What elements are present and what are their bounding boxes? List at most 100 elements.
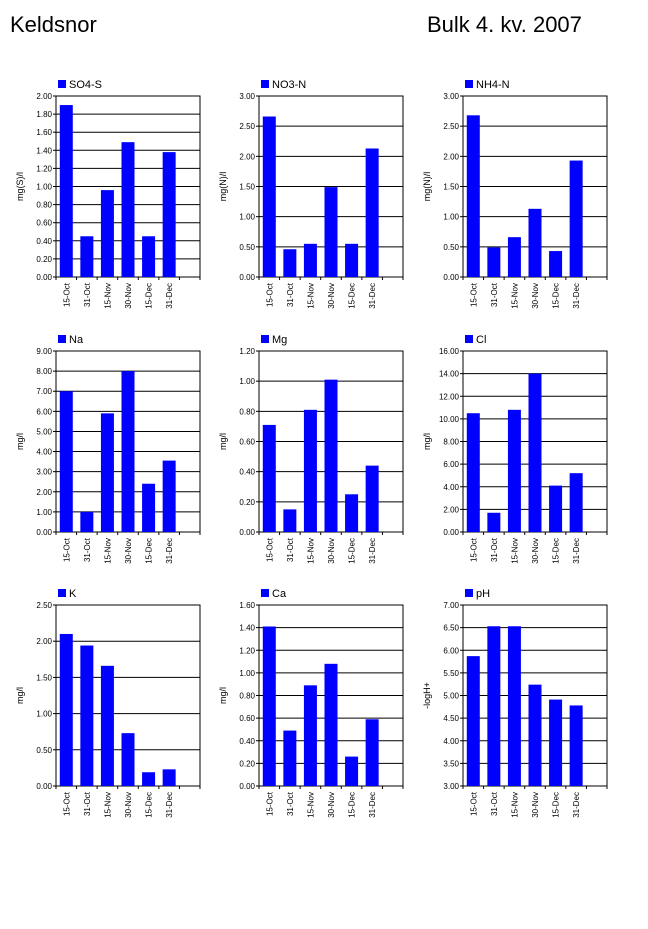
chart-6: 0.00 0.50 1.00 1.50 2.00 2.50 15-Oct 31-Oct 15-N… — [15, 588, 201, 818]
x-tick-label: 15-Nov — [103, 538, 112, 564]
bar-15-Nov — [100, 665, 114, 786]
x-tick-label: 31-Dec — [572, 538, 581, 564]
bar-30-Nov — [324, 187, 338, 277]
chart-7: 0.00 0.20 0.40 0.60 0.80 1.00 1.20 1.40 1.60 15-O… — [218, 588, 404, 818]
y-tick-label: 7.00 — [443, 601, 459, 610]
x-tick-label: 15-Dec — [145, 538, 154, 564]
x-tick-label: 15-Oct — [469, 282, 478, 307]
y-tick-label: 0.80 — [36, 201, 52, 210]
y-tick-label: 2.00 — [36, 488, 52, 497]
x-tick-label: 30-Nov — [124, 283, 133, 309]
x-tick-label: 15-Dec — [552, 283, 561, 309]
bar-15-Oct — [262, 116, 276, 277]
y-tick-label: 0.40 — [239, 737, 255, 746]
bar-15-Dec — [549, 251, 563, 277]
legend-swatch — [261, 335, 269, 343]
x-tick-label: 15-Oct — [265, 537, 274, 562]
y-tick-label: 1.40 — [36, 146, 52, 155]
y-axis-label: mg(N)/l — [422, 172, 432, 202]
legend-swatch — [465, 80, 473, 88]
x-tick-label: 15-Dec — [552, 538, 561, 564]
y-tick-label: 0.00 — [443, 528, 459, 537]
x-tick-label: 31-Dec — [572, 283, 581, 309]
y-tick-label: 1.00 — [239, 213, 255, 222]
y-tick-label: 3.00 — [443, 782, 459, 791]
bar-15-Oct — [59, 633, 73, 786]
y-tick-label: 1.60 — [36, 128, 52, 137]
x-tick-label: 15-Dec — [348, 792, 357, 818]
bar-15-Oct — [466, 115, 480, 277]
y-axis-label: mg/l — [218, 687, 228, 704]
y-tick-label: 0.00 — [239, 528, 255, 537]
y-tick-label: 5.00 — [36, 427, 52, 436]
x-tick-label: 15-Oct — [62, 282, 71, 307]
y-tick-label: 1.00 — [443, 213, 459, 222]
bar-31-Dec — [365, 719, 379, 786]
y-axis-label: mg/l — [218, 433, 228, 450]
chart-2: 0.00 0.50 1.00 1.50 2.00 2.50 3.00 15-Oct 31-Oct… — [422, 79, 608, 309]
x-tick-label: 31-Oct — [286, 537, 295, 562]
bar-15-Oct — [466, 656, 480, 786]
legend-label: Na — [69, 334, 84, 346]
bar-15-Oct — [59, 105, 73, 277]
y-tick-label: 1.80 — [36, 110, 52, 119]
chart-0: 0.00 0.20 0.40 0.60 0.80 1.00 1.20 1.40 1.60 1.80… — [15, 79, 201, 309]
bar-31-Dec — [162, 152, 176, 277]
chart-5: 0.00 2.00 4.00 6.00 8.00 10.00 12.00 14.00 16.00… — [422, 334, 608, 564]
y-tick-label: 14.00 — [439, 370, 460, 379]
legend-swatch — [465, 335, 473, 343]
x-tick-label: 30-Nov — [531, 283, 540, 309]
x-tick-label: 31-Dec — [165, 792, 174, 818]
y-tick-label: 0.00 — [36, 273, 52, 282]
bar-31-Oct — [283, 730, 297, 786]
legend-label: Ca — [272, 588, 287, 600]
x-tick-label: 31-Oct — [83, 791, 92, 816]
x-tick-label: 15-Nov — [510, 792, 519, 818]
y-tick-label: 0.40 — [36, 237, 52, 246]
x-tick-label: 15-Dec — [145, 792, 154, 818]
y-axis-label: mg(N)/l — [218, 172, 228, 202]
x-tick-label: 31-Oct — [490, 537, 499, 562]
bar-31-Oct — [487, 247, 501, 277]
x-tick-label: 30-Nov — [327, 283, 336, 309]
y-tick-label: 7.00 — [36, 387, 52, 396]
bar-30-Nov — [121, 371, 135, 532]
bar-30-Nov — [121, 142, 135, 277]
bar-30-Nov — [324, 379, 338, 532]
chart-8: 3.00 3.50 4.00 4.50 5.00 5.50 6.00 6.50 7.00 15-O… — [422, 588, 608, 818]
period-title: Bulk 4. kv. 2007 — [427, 12, 582, 37]
station-name: Keldsnor — [10, 12, 97, 37]
y-tick-label: 0.00 — [36, 782, 52, 791]
y-tick-label: 6.00 — [443, 460, 459, 469]
y-tick-label: 4.00 — [36, 448, 52, 457]
y-tick-label: 0.60 — [239, 438, 255, 447]
y-tick-label: 1.50 — [443, 183, 459, 192]
y-tick-label: 2.00 — [239, 152, 255, 161]
x-tick-label: 15-Oct — [62, 537, 71, 562]
y-tick-label: 2.00 — [36, 637, 52, 646]
y-tick-label: 0.20 — [239, 498, 255, 507]
y-tick-label: 2.00 — [36, 92, 52, 101]
y-tick-label: 3.50 — [443, 759, 459, 768]
x-tick-label: 30-Nov — [531, 538, 540, 564]
x-tick-label: 30-Nov — [124, 538, 133, 564]
bar-15-Oct — [59, 391, 73, 532]
y-axis-label: mg(S)/l — [15, 172, 25, 201]
y-tick-label: 1.00 — [239, 669, 255, 678]
bar-31-Dec — [162, 460, 176, 532]
x-tick-label: 15-Oct — [265, 791, 274, 816]
y-tick-label: 6.00 — [443, 646, 459, 655]
y-tick-label: 3.00 — [36, 468, 52, 477]
bar-15-Dec — [142, 772, 156, 786]
y-tick-label: 6.00 — [36, 407, 52, 416]
x-tick-label: 31-Oct — [83, 537, 92, 562]
y-tick-label: 9.00 — [36, 347, 52, 356]
y-tick-label: 8.00 — [443, 438, 459, 447]
bar-31-Dec — [569, 473, 583, 532]
y-tick-label: 16.00 — [439, 347, 460, 356]
bar-30-Nov — [324, 663, 338, 786]
chart-1: 0.00 0.50 1.00 1.50 2.00 2.50 3.00 15-Oct 31-Oct… — [218, 79, 404, 309]
y-tick-label: 0.50 — [239, 243, 255, 252]
legend-label: Cl — [476, 334, 486, 346]
x-tick-label: 30-Nov — [124, 792, 133, 818]
